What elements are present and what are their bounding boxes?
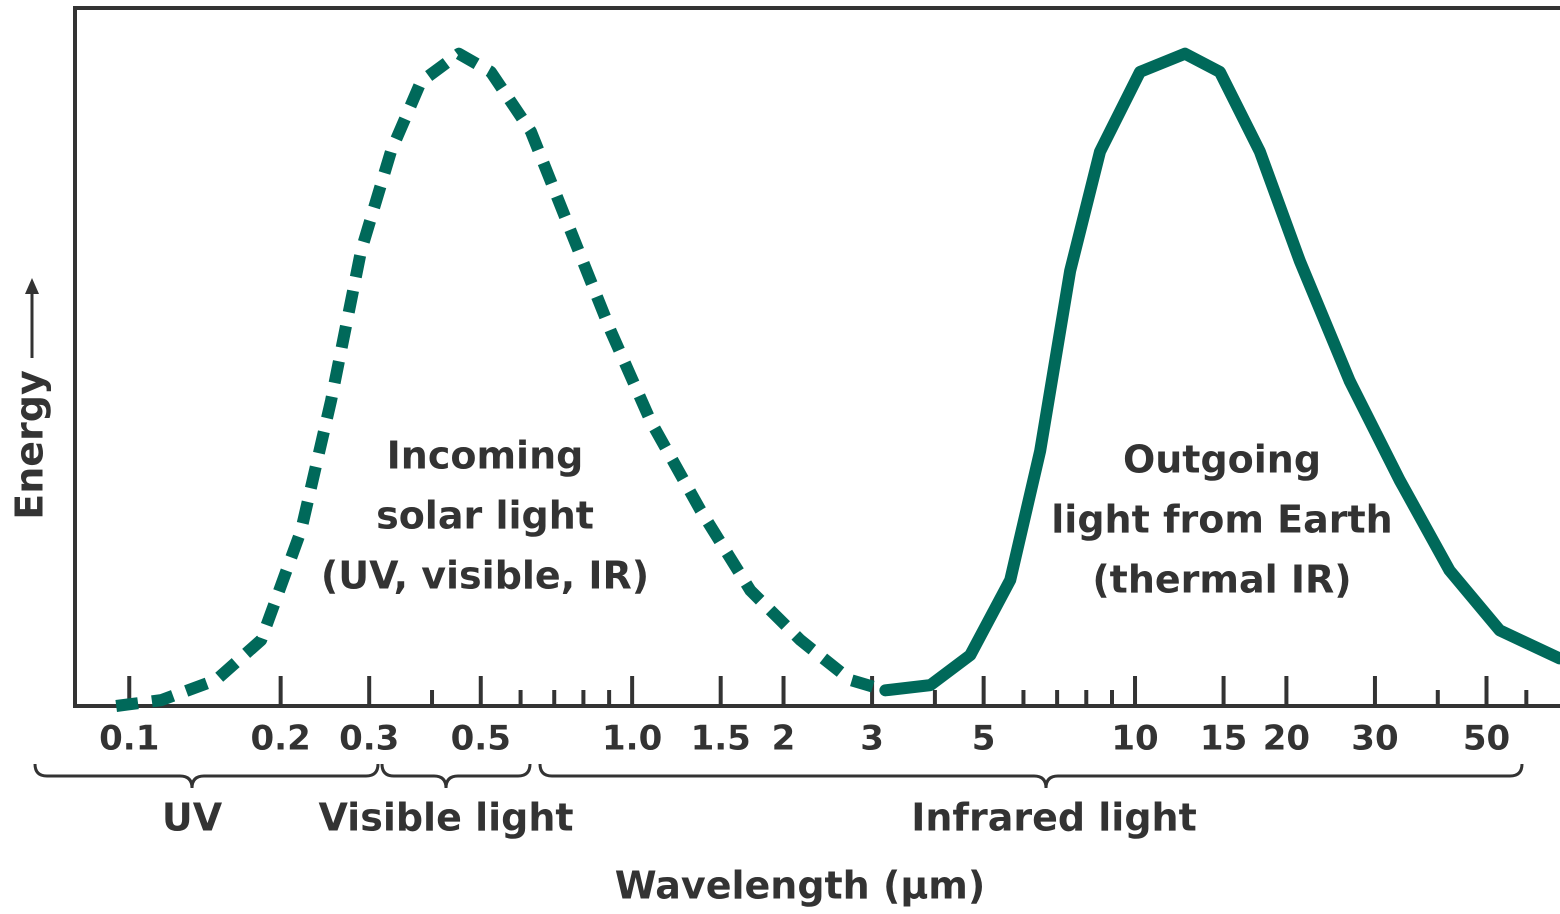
x-tick-label: 1.0 (602, 719, 662, 759)
curve (879, 47, 1560, 697)
x-tick-label: 0.3 (339, 719, 399, 759)
x-tick-label: 30 (1351, 719, 1398, 759)
x-tick-label: 20 (1263, 719, 1310, 759)
annotation: solar light (376, 494, 594, 538)
band-label: UV (162, 796, 223, 840)
curve (115, 47, 888, 712)
annotation: (UV, visible, IR) (321, 554, 649, 598)
x-tick-label: 0.2 (251, 719, 311, 759)
y-axis-label: Energy (8, 370, 52, 520)
x-tick-label: 1.5 (691, 719, 751, 759)
annotation: light from Earth (1051, 498, 1392, 542)
x-tick-label: 3 (860, 719, 884, 759)
x-tick-label: 2 (772, 719, 796, 759)
x-tick-label: 0.1 (99, 719, 159, 759)
x-tick-label: 15 (1200, 719, 1247, 759)
band-label: Infrared light (911, 796, 1197, 840)
band-label: Visible light (318, 796, 573, 840)
x-tick-label: 50 (1463, 719, 1510, 759)
annotation: Incoming (387, 434, 584, 478)
y-arrow (25, 278, 39, 358)
x-axis-label: Wavelength (μm) (615, 864, 986, 908)
x-tick-label: 10 (1111, 719, 1158, 759)
x-tick-label: 0.5 (451, 719, 511, 759)
band-brackets (33, 763, 1524, 789)
annotation: Outgoing (1123, 438, 1321, 482)
frame (73, 6, 1560, 708)
annotation: (thermal IR) (1092, 558, 1351, 602)
x-tick-label: 5 (972, 719, 996, 759)
